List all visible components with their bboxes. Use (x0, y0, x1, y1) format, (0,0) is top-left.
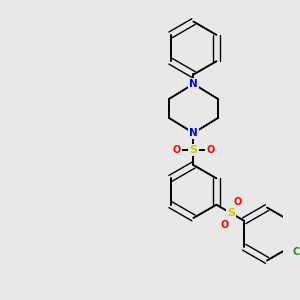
Text: O: O (234, 197, 242, 207)
Text: N: N (189, 79, 198, 89)
Text: O: O (206, 145, 214, 155)
Text: Cl: Cl (293, 247, 300, 257)
Text: S: S (227, 208, 235, 218)
Text: O: O (172, 145, 181, 155)
Text: O: O (220, 220, 229, 230)
Text: N: N (189, 128, 198, 138)
Text: S: S (190, 145, 197, 155)
